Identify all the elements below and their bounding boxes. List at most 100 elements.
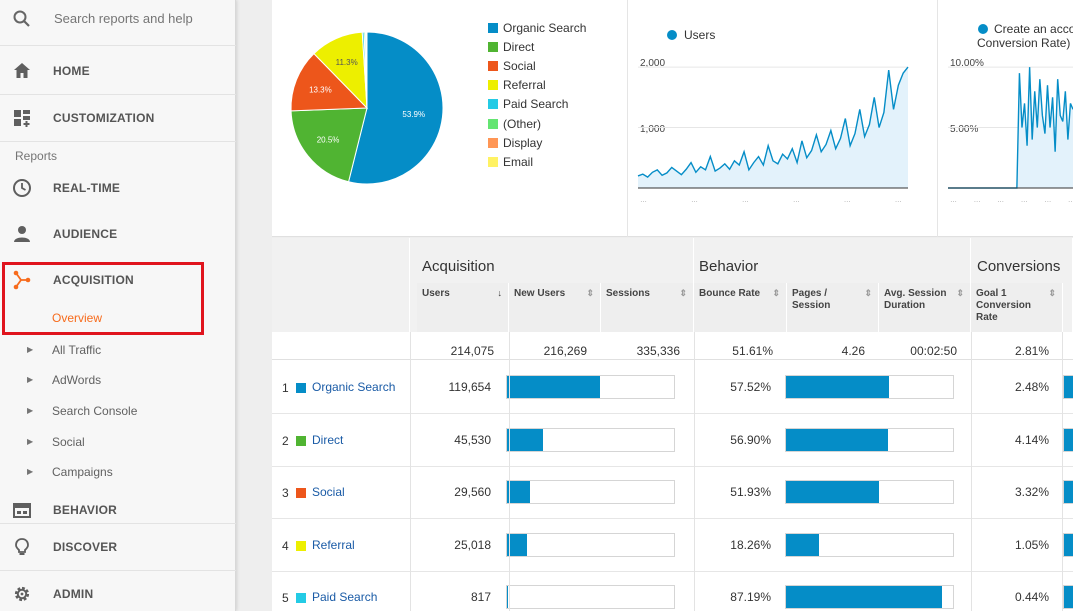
nav-discover[interactable]: DISCOVER — [0, 524, 236, 570]
x-tick-label: … — [1021, 197, 1028, 204]
table-row: 3 Social 29,560 51.93% 3.32% — [272, 466, 1073, 520]
row-index: 2 — [282, 433, 289, 448]
users-bar-fill — [507, 481, 531, 504]
pie-slice[interactable] — [290, 107, 368, 183]
legend-swatch — [488, 137, 498, 148]
sub-item-all-traffic[interactable]: ▶ All Traffic — [0, 337, 236, 365]
nav-acquisition[interactable]: ACQUISITION — [0, 257, 236, 303]
nav-acquisition-label: ACQUISITION — [53, 273, 134, 287]
x-tick-label: … — [691, 197, 698, 204]
search-placeholder: Search reports and help — [54, 11, 193, 26]
users-bar-fill — [507, 533, 527, 556]
legend-swatch — [488, 61, 498, 72]
col-new-users[interactable]: New Users ⇕ — [509, 283, 601, 332]
behavior-icon — [13, 503, 31, 518]
users-value: 29,560 — [454, 485, 491, 500]
legend-label: Organic Search — [503, 21, 587, 35]
col-conversion-rate[interactable]: Goal 1 Conversion Rate ⇕ — [971, 283, 1063, 332]
conv-rate-bar — [1063, 480, 1073, 505]
divider — [0, 94, 236, 95]
row-index: 4 — [282, 538, 289, 553]
channel-link[interactable]: Paid Search — [312, 590, 378, 605]
nav-realtime-label: REAL-TIME — [53, 181, 121, 195]
nav-discover-label: DISCOVER — [53, 540, 118, 554]
users-bar-fill — [507, 428, 543, 451]
nav-behavior-label: BEHAVIOR — [53, 503, 118, 517]
conv-rate-bar — [1063, 427, 1073, 452]
nav-audience-label: AUDIENCE — [53, 227, 118, 241]
totals-row: 214,075 216,269 335,336 51.61% 4.26 00:0… — [272, 332, 1073, 360]
users-value: 817 — [470, 590, 491, 605]
conv-rate-value: 4.14% — [1014, 432, 1049, 447]
x-tick-label: … — [640, 197, 647, 204]
legend-label: Paid Search — [503, 97, 569, 112]
col-users[interactable]: Users ↓ — [417, 283, 509, 332]
nav-home[interactable]: HOME — [0, 48, 236, 94]
bounce-rate-bar — [785, 427, 954, 452]
row-index: 3 — [282, 486, 289, 501]
search-box[interactable]: Search reports and help — [0, 0, 236, 40]
sort-desc-icon: ↓ — [497, 288, 503, 298]
x-tick-label: … — [895, 197, 902, 204]
sort-icon: ⇕ — [586, 288, 594, 298]
sub-item-label: Search Console — [52, 404, 138, 418]
nav-customization[interactable]: CUSTOMIZATION — [0, 95, 236, 141]
lightbulb-icon — [15, 538, 29, 555]
total-sessions: 335,336 — [636, 344, 680, 358]
sub-item-social[interactable]: ▶ Social — [0, 429, 236, 457]
sub-item-label: Social — [52, 435, 85, 449]
divider — [0, 141, 236, 142]
nav-behavior[interactable]: BEHAVIOR — [0, 487, 236, 533]
nav-audience[interactable]: AUDIENCE — [0, 211, 236, 257]
col-label: Users — [422, 288, 450, 299]
channel-link[interactable]: Organic Search — [312, 380, 396, 394]
legend-swatch — [488, 80, 498, 91]
sub-item-label: All Traffic — [52, 343, 102, 357]
conv-ytick: 10.00% — [950, 58, 984, 69]
channel-link[interactable]: Referral — [312, 537, 355, 552]
triangle-right-icon: ▶ — [27, 437, 34, 446]
col-pages-session[interactable]: Pages / Session ⇕ — [787, 283, 879, 332]
pie-slice-label: 13.3% — [309, 85, 332, 94]
triangle-right-icon: ▶ — [27, 375, 34, 384]
x-tick-label: … — [742, 197, 749, 204]
conv-rate-value: 2.48% — [1014, 380, 1049, 394]
users-line-chart[interactable]: ……………… — [637, 55, 909, 205]
pie-slice[interactable] — [290, 52, 369, 112]
x-tick-label: … — [1044, 197, 1051, 204]
divider — [0, 523, 236, 524]
users-bar-fill — [507, 376, 601, 398]
group-title: Behavior — [699, 258, 759, 275]
search-icon — [13, 10, 30, 27]
series-line[interactable] — [637, 66, 909, 179]
conversion-line-chart[interactable]: ……………… — [947, 55, 1073, 205]
col-sessions[interactable]: Sessions ⇕ — [601, 283, 694, 332]
pie-slice[interactable] — [347, 31, 444, 185]
nav-admin[interactable]: ADMIN — [0, 571, 236, 611]
channel-swatch — [296, 488, 306, 499]
bounce-rate-bar — [785, 375, 954, 399]
data-table: Acquisition Behavior Conversions Users ↓ … — [272, 238, 1073, 611]
users-legend-label: Users — [684, 28, 716, 42]
sub-item-adwords[interactable]: ▶ AdWords — [0, 367, 236, 395]
col-avg-duration[interactable]: Avg. Session Duration ⇕ — [879, 283, 971, 332]
channel-link[interactable]: Social — [312, 485, 345, 500]
pie-chart: 53.9% 20.5% 13.3% 11.3% — [290, 31, 444, 185]
legend-label: Email — [503, 154, 534, 169]
channel-swatch — [296, 383, 306, 393]
conv-rate-value: 1.05% — [1014, 537, 1049, 552]
sub-item-search-console[interactable]: ▶ Search Console — [0, 398, 236, 426]
triangle-right-icon: ▶ — [27, 345, 34, 354]
legend-label: Social — [503, 59, 536, 74]
sub-item-campaigns[interactable]: ▶ Campaigns — [0, 459, 236, 487]
col-bounce-rate[interactable]: Bounce Rate ⇕ — [694, 283, 787, 332]
charts-panel: 53.9% 20.5% 13.3% 11.3% Organic Search Direc… — [272, 0, 1073, 237]
divider — [1062, 332, 1063, 611]
nav-overview[interactable]: Overview — [52, 311, 103, 325]
col-label: New Users — [514, 288, 566, 299]
legend-swatch — [488, 42, 498, 53]
channel-link[interactable]: Direct — [312, 432, 344, 447]
bounce-rate-value: 56.90% — [730, 432, 771, 447]
nav-realtime[interactable]: REAL-TIME — [0, 165, 236, 211]
conv-rate-value: 0.44% — [1014, 590, 1049, 605]
